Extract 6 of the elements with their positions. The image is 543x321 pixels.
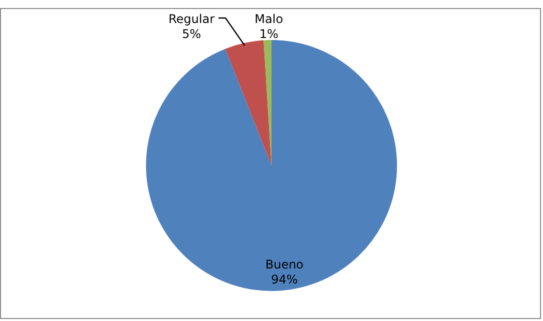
data-label: 5%: [182, 27, 202, 41]
data-label: 1%: [259, 27, 278, 41]
slice-label: Regular: [168, 12, 215, 26]
data-label: 94%: [271, 272, 298, 286]
slice-label: Bueno: [265, 257, 304, 272]
slice-label: Malo: [254, 12, 284, 26]
